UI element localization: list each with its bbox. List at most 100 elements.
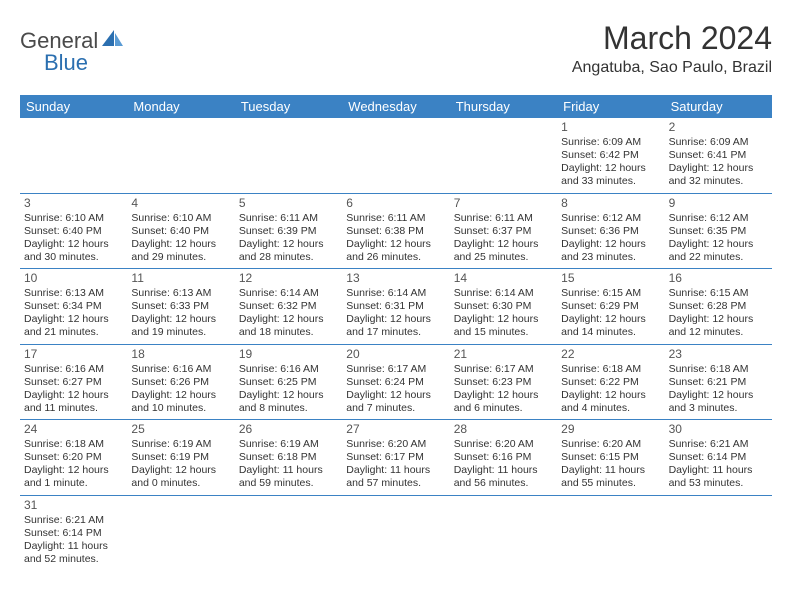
sunset-line: Sunset: 6:15 PM <box>561 451 660 464</box>
daylight-line: Daylight: 12 hours <box>346 313 445 326</box>
day-header-tue: Tuesday <box>235 95 342 118</box>
sunset-line: Sunset: 6:39 PM <box>239 225 338 238</box>
day-number: 7 <box>454 196 553 211</box>
calendar-cell: 10Sunrise: 6:13 AMSunset: 6:34 PMDayligh… <box>20 269 127 344</box>
sunrise-line: Sunrise: 6:11 AM <box>239 212 338 225</box>
calendar-cell: 3Sunrise: 6:10 AMSunset: 6:40 PMDaylight… <box>20 194 127 269</box>
daylight-line: and 17 minutes. <box>346 326 445 339</box>
daylight-line: and 12 minutes. <box>669 326 768 339</box>
daylight-line: Daylight: 12 hours <box>239 389 338 402</box>
daylight-line: and 29 minutes. <box>131 251 230 264</box>
calendar-cell: 8Sunrise: 6:12 AMSunset: 6:36 PMDaylight… <box>557 194 664 269</box>
day-header-wed: Wednesday <box>342 95 449 118</box>
daylight-line: Daylight: 11 hours <box>669 464 768 477</box>
sunset-line: Sunset: 6:42 PM <box>561 149 660 162</box>
daylight-line: Daylight: 11 hours <box>454 464 553 477</box>
calendar-cell: 23Sunrise: 6:18 AMSunset: 6:21 PMDayligh… <box>665 345 772 420</box>
daylight-line: Daylight: 12 hours <box>346 238 445 251</box>
sunset-line: Sunset: 6:16 PM <box>454 451 553 464</box>
daylight-line: and 52 minutes. <box>24 553 123 566</box>
sunrise-line: Sunrise: 6:20 AM <box>561 438 660 451</box>
daylight-line: Daylight: 12 hours <box>669 313 768 326</box>
day-number: 4 <box>131 196 230 211</box>
calendar-cell <box>235 496 342 571</box>
calendar-cell: 26Sunrise: 6:19 AMSunset: 6:18 PMDayligh… <box>235 420 342 495</box>
daylight-line: Daylight: 12 hours <box>24 389 123 402</box>
sunset-line: Sunset: 6:34 PM <box>24 300 123 313</box>
daylight-line: Daylight: 12 hours <box>131 389 230 402</box>
day-header-sat: Saturday <box>665 95 772 118</box>
daylight-line: Daylight: 12 hours <box>131 238 230 251</box>
weeks-container: 1Sunrise: 6:09 AMSunset: 6:42 PMDaylight… <box>20 118 772 570</box>
daylight-line: Daylight: 12 hours <box>239 313 338 326</box>
day-number: 14 <box>454 271 553 286</box>
sunset-line: Sunset: 6:38 PM <box>346 225 445 238</box>
calendar-cell: 30Sunrise: 6:21 AMSunset: 6:14 PMDayligh… <box>665 420 772 495</box>
calendar-cell: 14Sunrise: 6:14 AMSunset: 6:30 PMDayligh… <box>450 269 557 344</box>
sunset-line: Sunset: 6:17 PM <box>346 451 445 464</box>
daylight-line: Daylight: 12 hours <box>669 238 768 251</box>
sunrise-line: Sunrise: 6:14 AM <box>454 287 553 300</box>
daylight-line: Daylight: 12 hours <box>131 464 230 477</box>
sunset-line: Sunset: 6:36 PM <box>561 225 660 238</box>
month-title: March 2024 <box>572 20 772 57</box>
week-row: 1Sunrise: 6:09 AMSunset: 6:42 PMDaylight… <box>20 118 772 194</box>
daylight-line: and 53 minutes. <box>669 477 768 490</box>
calendar-cell: 11Sunrise: 6:13 AMSunset: 6:33 PMDayligh… <box>127 269 234 344</box>
daylight-line: Daylight: 12 hours <box>24 464 123 477</box>
daylight-line: Daylight: 12 hours <box>669 162 768 175</box>
sunrise-line: Sunrise: 6:19 AM <box>239 438 338 451</box>
day-number: 24 <box>24 422 123 437</box>
day-number: 6 <box>346 196 445 211</box>
sunset-line: Sunset: 6:40 PM <box>131 225 230 238</box>
sunset-line: Sunset: 6:21 PM <box>669 376 768 389</box>
day-number: 9 <box>669 196 768 211</box>
daylight-line: Daylight: 12 hours <box>561 389 660 402</box>
calendar-cell <box>665 496 772 571</box>
week-row: 24Sunrise: 6:18 AMSunset: 6:20 PMDayligh… <box>20 420 772 496</box>
sunset-line: Sunset: 6:14 PM <box>24 527 123 540</box>
title-block: March 2024 Angatuba, Sao Paulo, Brazil <box>572 20 772 77</box>
daylight-line: and 56 minutes. <box>454 477 553 490</box>
day-number: 23 <box>669 347 768 362</box>
day-number: 25 <box>131 422 230 437</box>
daylight-line: and 55 minutes. <box>561 477 660 490</box>
sunrise-line: Sunrise: 6:16 AM <box>24 363 123 376</box>
sunset-line: Sunset: 6:23 PM <box>454 376 553 389</box>
calendar-cell: 7Sunrise: 6:11 AMSunset: 6:37 PMDaylight… <box>450 194 557 269</box>
daylight-line: Daylight: 12 hours <box>24 313 123 326</box>
daylight-line: and 25 minutes. <box>454 251 553 264</box>
sunset-line: Sunset: 6:25 PM <box>239 376 338 389</box>
sunrise-line: Sunrise: 6:16 AM <box>239 363 338 376</box>
sunset-line: Sunset: 6:18 PM <box>239 451 338 464</box>
day-number: 21 <box>454 347 553 362</box>
calendar-cell: 27Sunrise: 6:20 AMSunset: 6:17 PMDayligh… <box>342 420 449 495</box>
sunrise-line: Sunrise: 6:15 AM <box>669 287 768 300</box>
day-number: 15 <box>561 271 660 286</box>
calendar-cell: 1Sunrise: 6:09 AMSunset: 6:42 PMDaylight… <box>557 118 664 193</box>
sunrise-line: Sunrise: 6:13 AM <box>131 287 230 300</box>
location: Angatuba, Sao Paulo, Brazil <box>572 59 772 77</box>
calendar-cell: 6Sunrise: 6:11 AMSunset: 6:38 PMDaylight… <box>342 194 449 269</box>
sunrise-line: Sunrise: 6:16 AM <box>131 363 230 376</box>
daylight-line: and 14 minutes. <box>561 326 660 339</box>
week-row: 17Sunrise: 6:16 AMSunset: 6:27 PMDayligh… <box>20 345 772 421</box>
daylight-line: and 23 minutes. <box>561 251 660 264</box>
sunrise-line: Sunrise: 6:18 AM <box>561 363 660 376</box>
calendar-cell: 29Sunrise: 6:20 AMSunset: 6:15 PMDayligh… <box>557 420 664 495</box>
sunrise-line: Sunrise: 6:11 AM <box>454 212 553 225</box>
calendar-cell: 12Sunrise: 6:14 AMSunset: 6:32 PMDayligh… <box>235 269 342 344</box>
sunrise-line: Sunrise: 6:14 AM <box>239 287 338 300</box>
daylight-line: Daylight: 11 hours <box>346 464 445 477</box>
sunrise-line: Sunrise: 6:12 AM <box>669 212 768 225</box>
sunrise-line: Sunrise: 6:09 AM <box>561 136 660 149</box>
sunrise-line: Sunrise: 6:11 AM <box>346 212 445 225</box>
daylight-line: and 6 minutes. <box>454 402 553 415</box>
sunrise-line: Sunrise: 6:18 AM <box>669 363 768 376</box>
sunset-line: Sunset: 6:32 PM <box>239 300 338 313</box>
calendar-cell: 18Sunrise: 6:16 AMSunset: 6:26 PMDayligh… <box>127 345 234 420</box>
day-number: 18 <box>131 347 230 362</box>
daylight-line: and 8 minutes. <box>239 402 338 415</box>
calendar-cell: 5Sunrise: 6:11 AMSunset: 6:39 PMDaylight… <box>235 194 342 269</box>
header: General March 2024 Angatuba, Sao Paulo, … <box>20 20 772 77</box>
